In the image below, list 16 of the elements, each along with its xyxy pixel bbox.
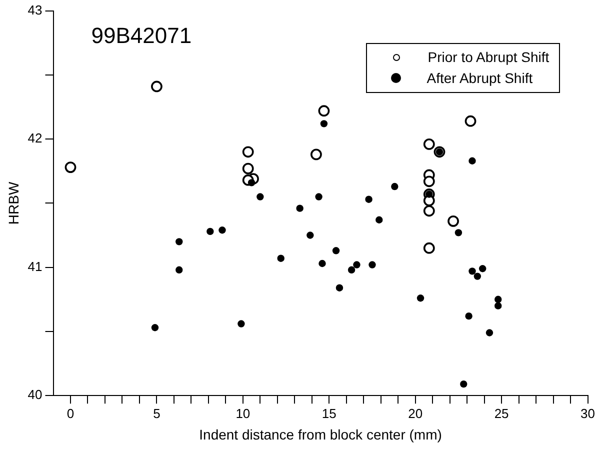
legend-label: Prior to Abrupt Shift xyxy=(428,49,550,66)
y-tick-label: 40 xyxy=(28,387,42,402)
text: 99B42071 xyxy=(91,22,192,49)
x-tick-label: 0 xyxy=(66,406,74,421)
x-tick-label: 15 xyxy=(322,406,336,421)
x-axis-title: Indent distance from block center (mm) xyxy=(199,426,442,442)
x-tick-label: 25 xyxy=(494,406,509,421)
y-axis-title: HRBW xyxy=(5,181,22,225)
legend-label: After Abrupt Shift xyxy=(426,70,533,86)
x-tick-label: 5 xyxy=(153,406,160,421)
y-tick-label: 42 xyxy=(28,130,42,146)
y-tick-label: 41 xyxy=(28,258,42,274)
x-tick-label: 30 xyxy=(580,406,596,421)
y-tick-label: 43 xyxy=(28,2,42,18)
x-tick-label: 20 xyxy=(408,406,423,421)
x-tick-label: 10 xyxy=(236,406,250,421)
